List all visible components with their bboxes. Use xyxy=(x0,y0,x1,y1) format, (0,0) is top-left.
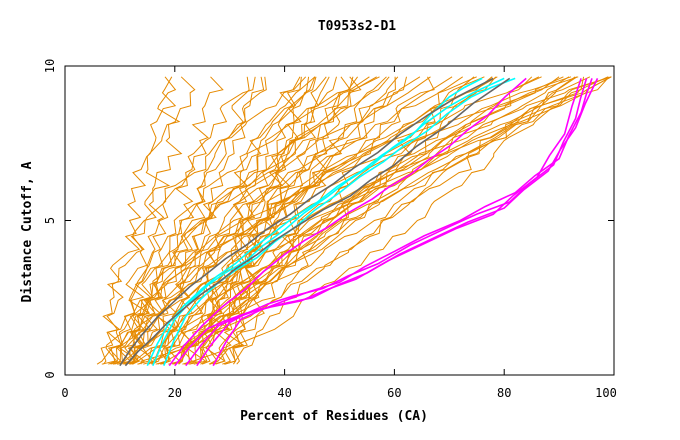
model-curve xyxy=(201,76,337,365)
model-curve xyxy=(127,76,256,365)
axis-ticks xyxy=(64,65,615,376)
x-tick-label: 100 xyxy=(595,386,617,400)
model-curve xyxy=(106,76,177,365)
model-curve xyxy=(189,76,330,365)
series-line-gray-1 xyxy=(124,77,511,367)
chart-title: T0953s2-D1 xyxy=(318,19,396,34)
model-curve xyxy=(151,76,540,365)
model-curve xyxy=(178,76,612,365)
y-tick-label: 5 xyxy=(43,217,57,224)
model-curve xyxy=(137,76,370,365)
x-tick-label: 0 xyxy=(61,386,68,400)
model-curve xyxy=(119,76,250,365)
series-line-magenta-3 xyxy=(196,78,588,367)
y-axis-label: Distance Cutoff, A xyxy=(20,161,35,302)
series-line-gray-2 xyxy=(119,77,494,367)
model-curve xyxy=(224,76,576,365)
series-line-magenta-4 xyxy=(212,78,593,367)
model-curve xyxy=(174,76,591,365)
x-axis-label: Percent of Residues (CA) xyxy=(240,409,428,424)
model-curve xyxy=(116,76,380,365)
model-curve xyxy=(143,76,533,365)
model-curve xyxy=(162,76,560,365)
model-curve xyxy=(155,76,477,365)
series-line-cyan-2 xyxy=(163,77,516,366)
model-curve xyxy=(147,76,377,365)
model-curve xyxy=(165,76,317,365)
highlighted-model-lines xyxy=(119,77,599,367)
model-curve xyxy=(100,76,301,365)
model-curve xyxy=(112,76,316,365)
series-line-cyan-1 xyxy=(146,77,505,367)
y-tick-label: 10 xyxy=(43,59,57,73)
model-curve xyxy=(205,76,399,365)
model-curve xyxy=(157,76,493,365)
model-curve xyxy=(130,76,265,365)
x-tick-label: 40 xyxy=(277,386,291,400)
series-line-magenta-2 xyxy=(174,78,582,367)
model-curve xyxy=(129,76,196,365)
x-tick-label: 80 xyxy=(497,386,511,400)
x-tick-label: 60 xyxy=(387,386,401,400)
model-curve xyxy=(124,76,396,365)
model-curve xyxy=(192,76,585,365)
series-line-magenta-5 xyxy=(168,77,527,367)
model-curve xyxy=(105,76,390,365)
model-curve xyxy=(140,76,578,365)
x-tick-label: 20 xyxy=(168,386,182,400)
y-tick-label: 0 xyxy=(43,371,57,378)
